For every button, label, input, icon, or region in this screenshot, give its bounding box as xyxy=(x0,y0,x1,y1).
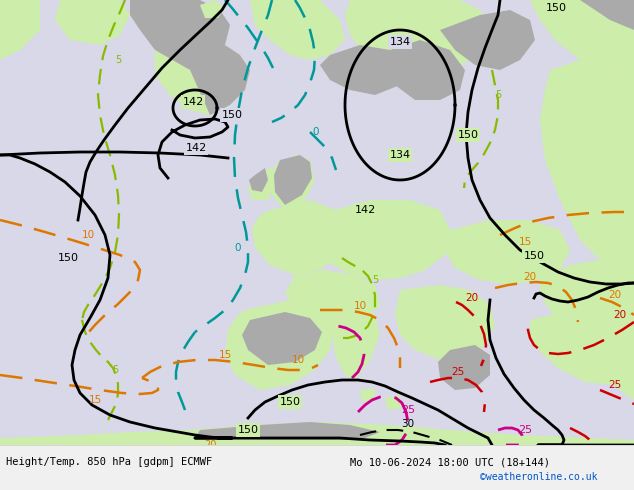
Polygon shape xyxy=(540,260,634,345)
Text: 5: 5 xyxy=(372,275,378,285)
Polygon shape xyxy=(385,395,402,410)
Text: 10: 10 xyxy=(353,301,366,311)
Polygon shape xyxy=(0,0,40,60)
Text: 0: 0 xyxy=(235,243,242,253)
Polygon shape xyxy=(195,422,380,440)
Polygon shape xyxy=(250,0,345,60)
Text: 10: 10 xyxy=(81,230,94,240)
Polygon shape xyxy=(0,422,634,445)
Polygon shape xyxy=(332,305,380,380)
Polygon shape xyxy=(320,45,410,95)
Text: 25: 25 xyxy=(609,380,621,390)
Text: 20: 20 xyxy=(204,440,216,450)
Text: 150: 150 xyxy=(238,425,259,435)
Text: 5: 5 xyxy=(112,365,118,375)
Polygon shape xyxy=(395,285,495,360)
Polygon shape xyxy=(155,45,250,115)
Polygon shape xyxy=(360,388,375,402)
Text: 5: 5 xyxy=(115,55,121,65)
Polygon shape xyxy=(440,10,535,70)
Polygon shape xyxy=(445,220,570,285)
Text: 15: 15 xyxy=(88,395,101,405)
Text: 142: 142 xyxy=(354,205,375,215)
Polygon shape xyxy=(385,40,465,100)
Text: 134: 134 xyxy=(389,150,411,160)
Text: Height/Temp. 850 hPa [gdpm] ECMWF: Height/Temp. 850 hPa [gdpm] ECMWF xyxy=(6,457,212,467)
Polygon shape xyxy=(130,0,230,70)
Text: 20: 20 xyxy=(609,290,621,300)
Polygon shape xyxy=(55,0,130,45)
Text: 25: 25 xyxy=(518,425,532,435)
Text: 0: 0 xyxy=(313,127,320,137)
Text: 150: 150 xyxy=(524,251,545,261)
Text: 150: 150 xyxy=(280,397,301,407)
Text: 10: 10 xyxy=(292,355,304,365)
Text: 30: 30 xyxy=(401,419,415,429)
Polygon shape xyxy=(252,200,345,275)
Polygon shape xyxy=(242,312,322,365)
Text: ©weatheronline.co.uk: ©weatheronline.co.uk xyxy=(480,472,597,482)
Polygon shape xyxy=(270,155,315,210)
Text: 15: 15 xyxy=(519,237,532,247)
Text: 150: 150 xyxy=(58,253,79,263)
Polygon shape xyxy=(530,0,634,80)
Polygon shape xyxy=(590,260,634,400)
Polygon shape xyxy=(274,155,312,205)
Text: 5: 5 xyxy=(495,90,501,100)
Text: 25: 25 xyxy=(451,367,465,377)
Text: Mo 10-06-2024 18:00 UTC (18+144): Mo 10-06-2024 18:00 UTC (18+144) xyxy=(350,457,550,467)
Polygon shape xyxy=(225,300,335,390)
Polygon shape xyxy=(285,270,380,325)
Polygon shape xyxy=(580,0,634,30)
Bar xyxy=(0,445,634,490)
Text: 25: 25 xyxy=(401,405,415,415)
Polygon shape xyxy=(320,200,450,280)
Text: 150: 150 xyxy=(545,3,567,13)
Text: 15: 15 xyxy=(218,350,231,360)
Polygon shape xyxy=(249,168,268,192)
Text: 142: 142 xyxy=(183,97,204,107)
Text: 150: 150 xyxy=(221,110,242,120)
Polygon shape xyxy=(190,45,250,115)
Polygon shape xyxy=(248,168,275,200)
Polygon shape xyxy=(438,345,490,390)
Polygon shape xyxy=(345,0,490,75)
Text: 20: 20 xyxy=(524,272,536,282)
Polygon shape xyxy=(530,310,634,385)
Text: 134: 134 xyxy=(389,37,411,47)
Text: 142: 142 xyxy=(185,143,207,153)
Polygon shape xyxy=(540,60,634,280)
Text: 20: 20 xyxy=(465,293,479,303)
Text: 20: 20 xyxy=(614,310,626,320)
Text: 150: 150 xyxy=(458,130,479,140)
Polygon shape xyxy=(200,0,225,18)
